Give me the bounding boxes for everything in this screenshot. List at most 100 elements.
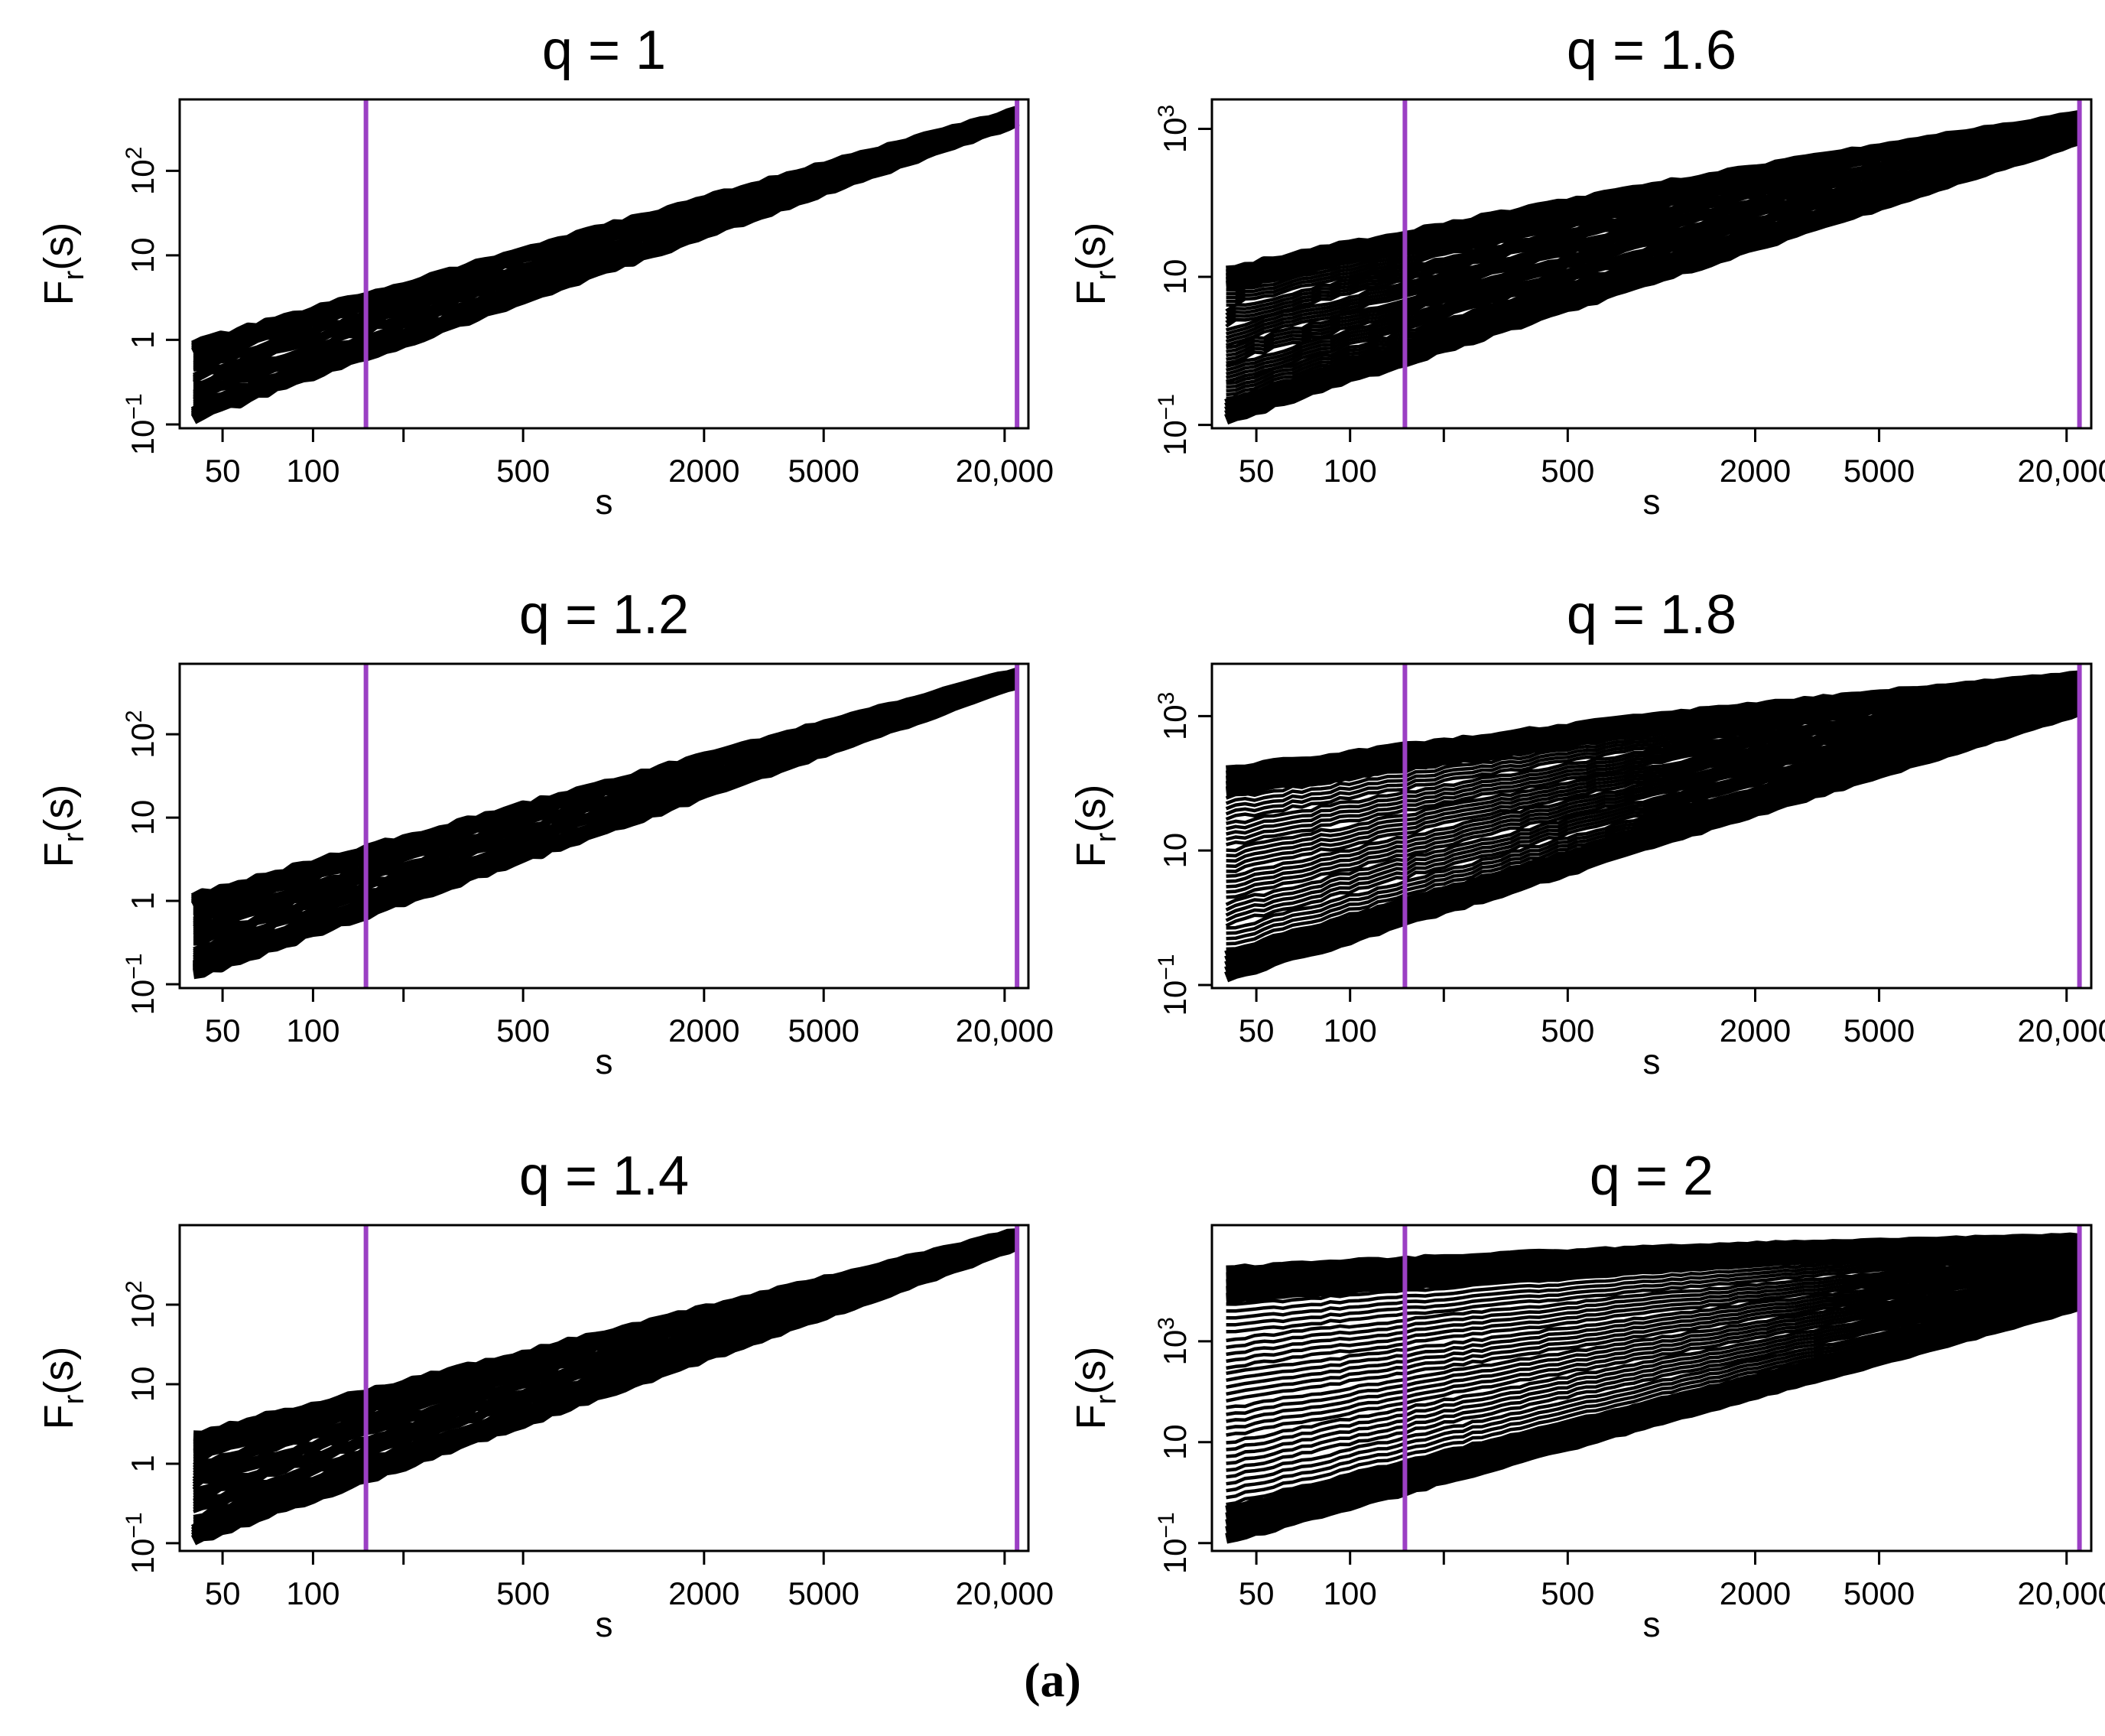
plot-frame [178,662,1030,990]
series-group [1224,109,2081,425]
x-tick-label: 500 [1541,1575,1594,1611]
y-tick-label: 10−1 [122,954,161,1016]
x-tick-label: 100 [286,1575,339,1611]
series-line [1226,1253,2080,1343]
x-tick-label: 50 [205,1013,241,1048]
x-tick-label: 20,000 [956,1575,1054,1611]
series-line [1226,1293,2081,1500]
x-tick-label: 50 [1239,453,1275,489]
x-axis-label: s [596,482,613,522]
panel-4: 50 100 500 2000 5000 20,000 10−1 10 103 q = 1.8 s F… [1068,584,2105,1081]
series-line [1226,1282,2081,1458]
x-tick-label: 500 [1541,453,1594,489]
x-tick-label: 5000 [1843,1575,1915,1611]
x-axis-label: s [1643,482,1661,522]
series-line [1226,1295,2081,1507]
series-line [1226,1263,2080,1376]
series-line [1226,1267,2080,1396]
series-group [190,668,1019,980]
series-line [1226,1284,2081,1465]
series-line [1226,1276,2080,1430]
y-tick-label: 10−1 [122,393,161,455]
panel-3: 50 100 500 2000 5000 20,000 10−1 1 10 102 q = 1.2 s… [36,584,1054,1081]
series-line [1226,688,2081,853]
x-tick-label: 50 [1239,1575,1275,1611]
x-tick-label: 5000 [788,1575,859,1611]
x-tick-label: 2000 [1720,1013,1791,1048]
x-tick-label: 100 [1324,1575,1377,1611]
panel-6: 50 100 500 2000 5000 20,000 10−1 10 103 q = 2 s Fr(… [1068,1146,2105,1644]
series-line [1226,670,2081,776]
series-line [1226,1286,2081,1472]
series-line [1226,1288,2081,1479]
series-line [1226,1269,2080,1403]
chart-title: q = 1.6 [1567,20,1736,81]
series-line [1226,1264,2080,1383]
y-tick-label: 102 [122,147,161,195]
series-line [190,668,1019,903]
series-group [190,1228,1020,1546]
series-line [1226,1273,2080,1416]
series-line [1226,109,2081,277]
plot-frame [1210,98,2093,430]
y-tick-label: 103 [1154,105,1193,153]
series-line [1226,1252,2080,1334]
series-group [190,106,1020,424]
x-tick-label: 2000 [668,1013,739,1048]
chart-title: q = 1 [542,20,666,81]
x-tick-label: 2000 [1720,453,1791,489]
series-line [1226,1256,2080,1357]
series-line [1226,1292,2081,1493]
chart-title: q = 1.8 [1567,584,1736,645]
y-tick-label: 10 [125,238,161,274]
y-tick-label: 10 [1157,833,1193,869]
plot-frame [178,98,1030,430]
series-line [1225,1293,2081,1517]
series-line [1226,1260,2080,1370]
plot-frame [1210,1224,2093,1552]
x-tick-label: 20,000 [956,1013,1054,1048]
series-line [190,1238,1020,1535]
x-tick-label: 2000 [668,453,739,489]
series-line [1226,1278,2080,1437]
x-tick-label: 500 [496,1575,550,1611]
series-line [1226,1232,2081,1276]
y-tick-label: 103 [1154,692,1193,740]
x-tick-label: 100 [286,1013,339,1048]
series-group [1224,670,2082,983]
x-tick-label: 500 [496,453,550,489]
series-line [1225,681,2081,821]
panel-5: 50 100 500 2000 5000 20,000 10−1 1 10 102 q = 1.4 s… [36,1146,1054,1644]
x-tick-label: 500 [496,1013,550,1048]
chart-title: q = 2 [1590,1146,1714,1207]
y-tick-label: 10 [1157,259,1193,295]
series-line [193,1228,1018,1442]
panel-2: 50 100 500 2000 5000 20,000 10−1 10 103 q = 1.6 s F… [1068,20,2105,522]
series-line [1226,1279,2081,1445]
x-tick-label: 100 [286,453,339,489]
plot-frame [178,1224,1030,1552]
series-line [1226,705,2080,951]
x-tick-label: 5000 [1843,1013,1915,1048]
x-axis-label: s [596,1042,613,1081]
series-line [1226,1250,2080,1327]
series-group [1225,1232,2081,1544]
y-tick-label: 10−1 [1154,394,1193,456]
series-line [1226,1255,2080,1350]
x-tick-label: 20,000 [2018,453,2105,489]
y-tick-label: 10 [125,1367,161,1403]
x-axis-label: s [1643,1042,1661,1081]
series-line [1226,1289,2081,1486]
series-line [1226,1271,2080,1409]
panel-1: 50 100 500 2000 5000 20,000 10−1 1 10 102 q = 1 s Fr… [36,20,1054,522]
y-axis-label: Fr(s) [36,223,90,306]
series-line [1224,701,2082,961]
x-axis-label: s [596,1604,613,1644]
plot-frame [1210,662,2093,990]
x-tick-label: 20,000 [956,453,1054,489]
y-tick-label: 10−1 [1154,954,1193,1016]
x-tick-label: 50 [205,1575,241,1611]
x-tick-label: 500 [1541,1013,1594,1048]
x-tick-label: 2000 [1720,1575,1791,1611]
y-tick-label: 102 [122,1280,161,1328]
